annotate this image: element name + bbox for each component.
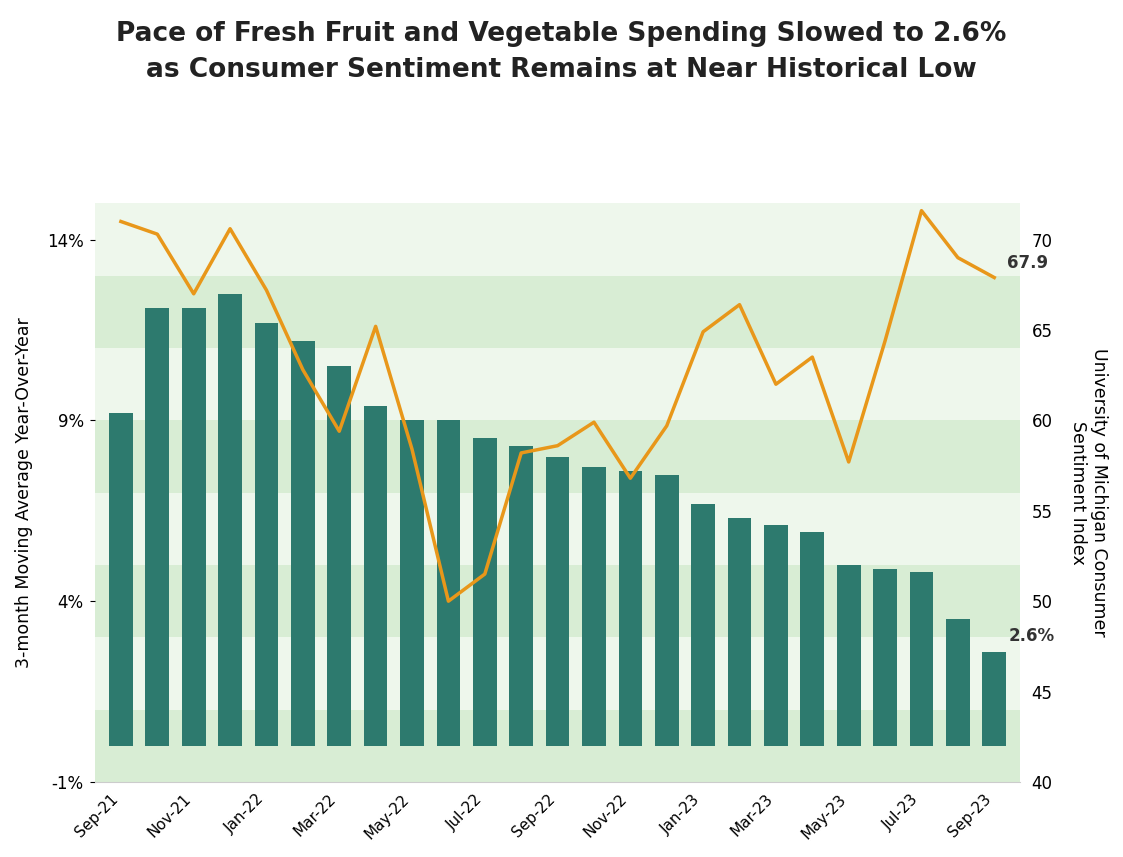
- Bar: [582, 467, 605, 746]
- Bar: [473, 439, 496, 746]
- Bar: [874, 569, 897, 746]
- Bar: [291, 341, 314, 746]
- Bar: [655, 475, 678, 746]
- Bar: [146, 309, 170, 746]
- Bar: [946, 620, 969, 746]
- Bar: [95, 710, 1020, 782]
- Bar: [364, 406, 387, 746]
- Bar: [910, 572, 933, 746]
- Text: Pace of Fresh Fruit and Vegetable Spending Slowed to 2.6%
as Consumer Sentiment : Pace of Fresh Fruit and Vegetable Spendi…: [117, 21, 1006, 83]
- Bar: [546, 457, 569, 746]
- Bar: [328, 366, 351, 746]
- Bar: [95, 203, 1020, 276]
- Bar: [255, 323, 279, 746]
- Bar: [95, 276, 1020, 348]
- Bar: [437, 421, 460, 746]
- Bar: [728, 518, 751, 746]
- Bar: [95, 493, 1020, 565]
- Text: 2.6%: 2.6%: [1008, 626, 1054, 644]
- Bar: [95, 421, 1020, 493]
- Bar: [764, 525, 787, 746]
- Bar: [218, 294, 241, 746]
- Bar: [95, 565, 1020, 638]
- Bar: [95, 348, 1020, 421]
- Y-axis label: University of Michigan Consumer
Sentiment Index: University of Michigan Consumer Sentimen…: [1069, 349, 1108, 637]
- Bar: [109, 413, 133, 746]
- Bar: [619, 471, 642, 746]
- Bar: [692, 504, 715, 746]
- Y-axis label: 3-month Moving Average Year-Over-Year: 3-month Moving Average Year-Over-Year: [15, 317, 33, 668]
- Bar: [801, 532, 824, 746]
- Bar: [837, 565, 860, 746]
- Bar: [983, 652, 1006, 746]
- Text: 67.9: 67.9: [1007, 255, 1048, 273]
- Bar: [95, 638, 1020, 710]
- Bar: [400, 421, 423, 746]
- Bar: [182, 309, 206, 746]
- Bar: [510, 446, 533, 746]
